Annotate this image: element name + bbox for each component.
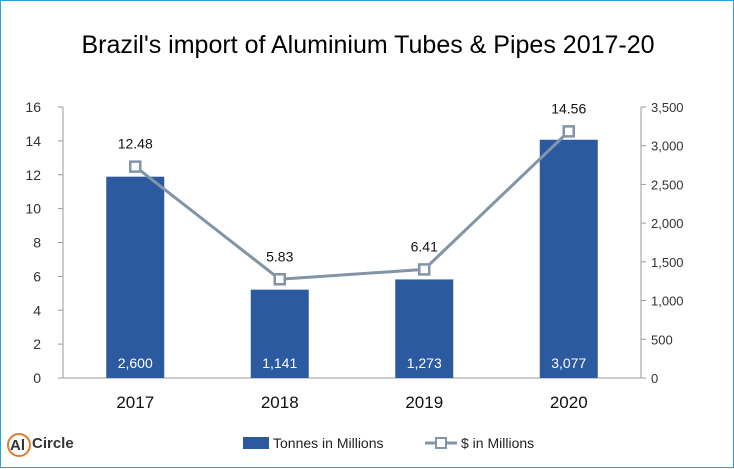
- logo-prefix: Al: [10, 437, 25, 454]
- line-data-label: 5.83: [266, 248, 293, 264]
- line-marker: [273, 273, 286, 286]
- logo-circle-icon: [7, 433, 31, 457]
- alcircle-logo: Al Circle: [7, 433, 74, 457]
- legend: Tonnes in Millions $ in Millions: [243, 435, 534, 451]
- chart-title: Brazil's import of Aluminium Tubes & Pip…: [81, 31, 654, 59]
- bar-data-label: 1,141: [262, 355, 297, 371]
- legend-bar-label: Tonnes in Millions: [273, 435, 384, 451]
- left-tick-label: 14: [25, 133, 41, 149]
- right-tick-label: 1,500: [651, 255, 684, 270]
- bar-data-label: 2,600: [118, 355, 153, 371]
- left-tick-label: 6: [33, 268, 41, 284]
- bar: [539, 139, 598, 378]
- line-series: 12.48 5.83 6.41 14.56: [118, 100, 586, 286]
- legend-line-marker: [435, 437, 447, 449]
- category-label: 2019: [405, 393, 443, 412]
- bar-data-label: 1,273: [407, 355, 442, 371]
- left-tick-label: 0: [33, 370, 41, 386]
- right-tick-label: 3,500: [651, 100, 684, 115]
- bar-data-label: 3,077: [551, 355, 586, 371]
- left-tick-label: 10: [25, 201, 41, 217]
- bar: [250, 289, 309, 378]
- right-y-axis: 0 500 1,000 1,500 2,000 2,500 3,000 3,500: [640, 100, 684, 386]
- legend-line-label: $ in Millions: [461, 435, 534, 451]
- line-data-label: 14.56: [551, 100, 586, 116]
- left-tick-label: 16: [25, 99, 41, 115]
- right-tick-label: 0: [651, 371, 658, 386]
- right-tick-label: 3,000: [651, 139, 684, 154]
- bar: [106, 176, 165, 378]
- legend-bar-swatch: [243, 437, 269, 449]
- line-marker: [562, 125, 575, 138]
- logo-text: Circle: [32, 435, 74, 452]
- left-tick-label: 8: [33, 235, 41, 251]
- line-data-label: 12.48: [118, 136, 153, 152]
- line-marker: [418, 263, 431, 276]
- right-tick-label: 500: [651, 332, 673, 347]
- right-tick-label: 2,000: [651, 216, 684, 231]
- category-label: 2018: [261, 393, 299, 412]
- left-tick-label: 12: [25, 167, 41, 183]
- bar: [395, 279, 454, 378]
- right-tick-label: 2,500: [651, 177, 684, 192]
- series-line: [134, 130, 570, 281]
- right-tick-label: 1,000: [651, 294, 684, 309]
- left-y-axis: 0 2 4 6 8 10 12 14 16: [25, 99, 641, 386]
- category-axis: 2017 2018 2019 2020: [116, 393, 587, 412]
- left-tick-label: 4: [33, 302, 41, 318]
- line-marker: [129, 160, 142, 173]
- category-label: 2017: [116, 393, 154, 412]
- category-label: 2020: [550, 393, 588, 412]
- bar-series: 2,600 1,141 1,273 3,077: [106, 139, 598, 378]
- line-data-label: 6.41: [411, 238, 438, 254]
- left-tick-label: 2: [33, 336, 41, 352]
